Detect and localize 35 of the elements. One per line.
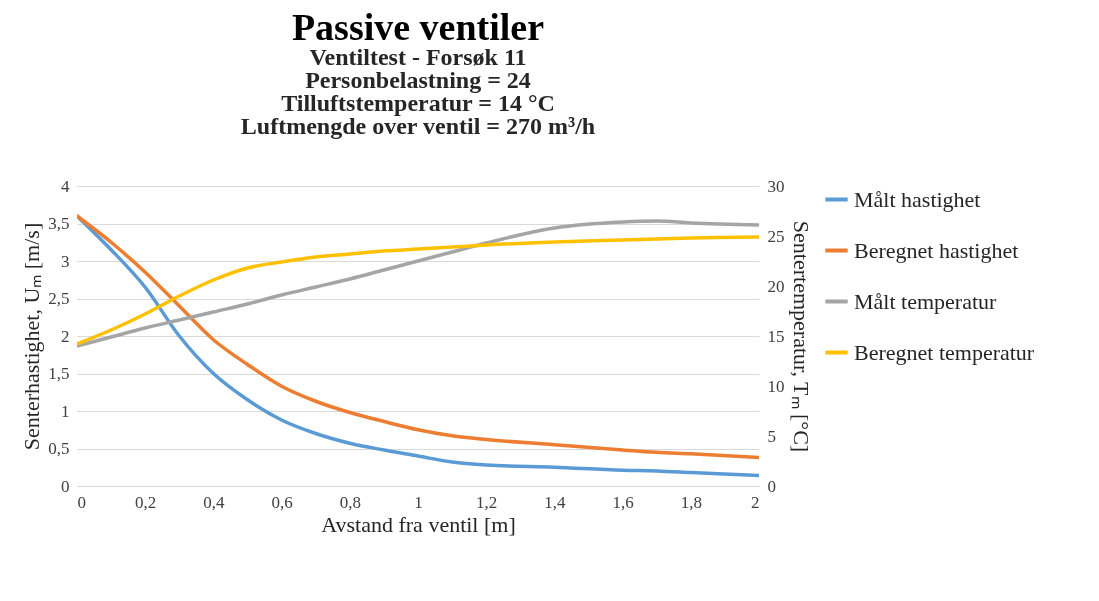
y-tick-label: 1,5 bbox=[48, 364, 70, 383]
y2-tick-label: 5 bbox=[767, 426, 776, 446]
x-tick-label: 1,2 bbox=[476, 492, 498, 512]
x-tick-label: 0,4 bbox=[203, 492, 226, 512]
x-tick-label: 1,8 bbox=[680, 492, 702, 512]
y2-tick-label: 25 bbox=[767, 226, 785, 246]
y-tick-label: 3 bbox=[61, 251, 70, 271]
x-axis-title: Avstand fra ventil [m] bbox=[321, 511, 516, 537]
y2-tick-label: 10 bbox=[767, 376, 785, 396]
x-tick-label: 1,6 bbox=[612, 492, 634, 512]
y-tick-label: 1 bbox=[61, 401, 70, 421]
y-tick-label: 0,5 bbox=[48, 439, 70, 458]
y2-tick-label: 0 bbox=[767, 476, 776, 496]
y-tick-label: 2 bbox=[61, 326, 70, 346]
x-tick-label: 1,4 bbox=[544, 492, 567, 512]
y-tick-label: 0 bbox=[61, 476, 70, 496]
y2-tick-label: 20 bbox=[767, 276, 785, 296]
legend-label: Målt temperatur bbox=[854, 288, 998, 314]
y2-axis-title: Sentertemperatur, Tₘ [°C] bbox=[788, 220, 814, 453]
y-tick-label: 4 bbox=[61, 176, 70, 196]
y2-tick-label: 15 bbox=[767, 326, 785, 346]
legend-label: Beregnet hastighet bbox=[854, 237, 1019, 263]
legend-label: Beregnet temperatur bbox=[854, 339, 1035, 365]
y-axis-title: Senterhastighet, Uₘ [m/s] bbox=[19, 222, 45, 451]
x-tick-label: 1 bbox=[414, 492, 423, 512]
x-tick-label: 0,8 bbox=[339, 492, 361, 512]
y2-tick-label: 30 bbox=[767, 176, 785, 196]
y-tick-label: 2,5 bbox=[48, 289, 70, 308]
x-tick-label: 0 bbox=[77, 492, 86, 512]
legend-label: Målt hastighet bbox=[854, 186, 981, 212]
y-tick-label: 3,5 bbox=[48, 214, 70, 233]
text: Personbelastning = 24 bbox=[305, 67, 531, 93]
x-tick-label: 2 bbox=[751, 492, 760, 512]
x-tick-label: 0,6 bbox=[271, 492, 293, 512]
x-tick-label: 0,2 bbox=[135, 492, 157, 512]
